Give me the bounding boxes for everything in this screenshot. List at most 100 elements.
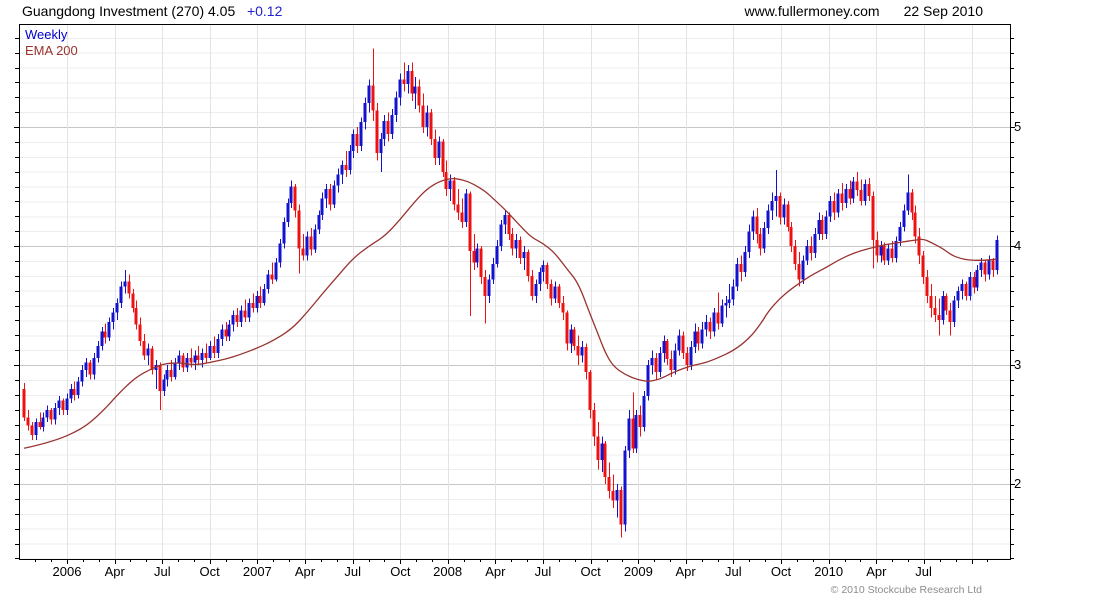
candlestick bbox=[991, 260, 995, 270]
candlestick bbox=[297, 210, 301, 249]
candlestick bbox=[708, 322, 712, 332]
candlestick bbox=[526, 251, 530, 276]
candlestick bbox=[658, 353, 662, 373]
candlestick bbox=[592, 410, 596, 437]
x-axis-label: Oct bbox=[390, 564, 411, 579]
candlestick bbox=[193, 355, 197, 363]
candlestick bbox=[340, 165, 344, 175]
candlestick bbox=[809, 246, 813, 254]
candlestick bbox=[243, 310, 247, 318]
y-axis-label: 2 bbox=[1014, 476, 1022, 491]
candlestick bbox=[26, 417, 30, 426]
candlestick bbox=[402, 79, 406, 85]
candlestick bbox=[514, 240, 518, 249]
candlestick bbox=[72, 388, 76, 395]
candlestick bbox=[654, 357, 658, 373]
candlestick bbox=[92, 357, 96, 375]
candlestick bbox=[677, 335, 681, 351]
x-axis-label: Oct bbox=[770, 564, 792, 579]
candlestick bbox=[727, 299, 731, 304]
candlestick bbox=[538, 272, 542, 285]
candlestick bbox=[475, 248, 479, 263]
candlestick bbox=[836, 193, 840, 213]
candlestick bbox=[596, 436, 600, 461]
x-axis-label: 2007 bbox=[242, 564, 272, 579]
candlestick bbox=[103, 331, 107, 338]
candlestick bbox=[34, 422, 38, 436]
axis-ticks bbox=[14, 38, 1015, 564]
candlestick bbox=[576, 345, 580, 356]
candlestick bbox=[979, 262, 983, 270]
candlestick bbox=[390, 115, 394, 135]
candlestick bbox=[96, 345, 100, 358]
candlestick bbox=[580, 347, 584, 356]
candlestick bbox=[131, 293, 135, 308]
candlestick bbox=[879, 246, 883, 256]
candlestick bbox=[735, 263, 739, 287]
x-axis-label: 2008 bbox=[433, 564, 463, 579]
candlestick bbox=[623, 450, 627, 525]
chart-header-title: Guangdong Investment (270) 4.05 +0.12 bbox=[22, 3, 282, 19]
candlestick bbox=[208, 345, 212, 358]
candlestick bbox=[444, 172, 448, 189]
candlestick bbox=[320, 198, 324, 216]
candlestick bbox=[181, 355, 185, 368]
candlestick bbox=[956, 291, 960, 301]
candlestick bbox=[503, 215, 507, 225]
candlestick bbox=[813, 234, 817, 254]
candlestick bbox=[386, 121, 390, 135]
candlestick bbox=[142, 341, 146, 356]
candlestick bbox=[917, 236, 921, 256]
candlestick bbox=[189, 357, 193, 363]
candlestick bbox=[158, 365, 162, 392]
candlestick bbox=[204, 353, 208, 358]
candlestick bbox=[262, 288, 266, 304]
x-axis-label: Oct bbox=[580, 564, 601, 579]
x-axis-label: Oct bbox=[199, 564, 220, 579]
candlestick bbox=[952, 300, 956, 323]
candlestick bbox=[301, 248, 305, 256]
candlestick bbox=[530, 275, 534, 296]
horizontal-gridlines bbox=[19, 37, 1010, 560]
candlestick bbox=[429, 112, 433, 139]
candlestick bbox=[720, 305, 724, 324]
candlestick bbox=[855, 181, 859, 191]
vertical-gridlines bbox=[67, 24, 973, 559]
candlestick bbox=[382, 121, 386, 139]
candlestick bbox=[941, 295, 945, 320]
candlestick bbox=[685, 353, 689, 365]
price-change: +0.12 bbox=[246, 3, 283, 19]
candlestick bbox=[278, 243, 282, 263]
x-axis-label: Apr bbox=[294, 564, 316, 579]
candlestick bbox=[898, 226, 902, 242]
candlestick bbox=[696, 331, 700, 344]
candlestick bbox=[487, 279, 491, 296]
x-axis-label: Apr bbox=[675, 564, 696, 579]
candlestick bbox=[479, 248, 483, 277]
candlestick bbox=[933, 307, 937, 316]
plot-border bbox=[19, 24, 1011, 560]
candlestick bbox=[355, 134, 359, 147]
x-axis-label: Jul bbox=[534, 564, 552, 579]
candlestick bbox=[286, 203, 290, 223]
candlestick bbox=[375, 110, 379, 154]
candlestick bbox=[925, 276, 929, 296]
candlestick bbox=[541, 265, 545, 273]
candlestick bbox=[119, 286, 123, 304]
candlestick bbox=[146, 348, 150, 356]
candlestick bbox=[185, 357, 189, 368]
candlestick bbox=[371, 85, 375, 111]
candlestick bbox=[379, 138, 383, 154]
x-axis-label: 2006 bbox=[52, 564, 82, 579]
candlestick bbox=[557, 286, 561, 304]
candlestick bbox=[863, 184, 867, 201]
candlestick bbox=[762, 228, 766, 249]
candlestick bbox=[921, 255, 925, 277]
candlestick bbox=[173, 362, 177, 377]
x-axis-label: 2010 bbox=[814, 564, 844, 579]
candlestick bbox=[61, 400, 65, 411]
candlestick bbox=[615, 489, 619, 501]
date-label: 22 Sep 2010 bbox=[903, 3, 983, 19]
candlestick bbox=[324, 188, 328, 199]
candlestick bbox=[739, 263, 743, 273]
